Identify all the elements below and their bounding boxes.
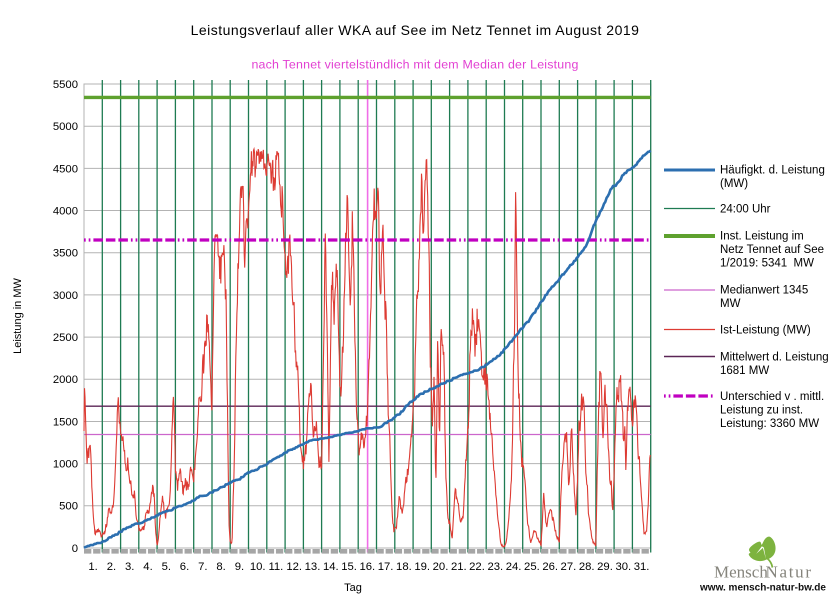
- svg-text:(MW): (MW): [720, 178, 748, 190]
- svg-text:2.: 2.: [107, 561, 116, 573]
- svg-text:Leistung: 3360 MW: Leistung: 3360 MW: [720, 418, 819, 430]
- svg-text:10.: 10.: [250, 561, 266, 573]
- svg-text:11.: 11.: [268, 561, 283, 573]
- svg-text:500: 500: [59, 501, 78, 513]
- svg-text:31.: 31.: [634, 561, 650, 573]
- svg-text:Unterschied v . mittl.: Unterschied v . mittl.: [720, 391, 824, 403]
- svg-text:MW: MW: [720, 298, 741, 310]
- svg-text:1000: 1000: [53, 459, 78, 471]
- svg-text:1.: 1.: [88, 561, 97, 573]
- svg-text:17.: 17.: [378, 561, 394, 573]
- svg-text:13.: 13.: [305, 561, 321, 573]
- svg-text:27.: 27.: [561, 561, 577, 573]
- svg-text:22.: 22.: [469, 561, 485, 573]
- svg-text:3.: 3.: [125, 561, 134, 573]
- svg-text:2000: 2000: [53, 374, 78, 386]
- svg-text:29.: 29.: [597, 561, 613, 573]
- svg-text:3500: 3500: [53, 248, 78, 260]
- svg-text:7.: 7.: [198, 561, 207, 573]
- svg-text:1681 MW: 1681 MW: [720, 365, 769, 377]
- svg-text:4.: 4.: [143, 561, 152, 573]
- svg-text:21.: 21.: [451, 561, 467, 573]
- svg-text:24.: 24.: [506, 561, 522, 573]
- svg-text:26.: 26.: [542, 561, 558, 573]
- svg-text:Leistungsverlauf aller WKA auf: Leistungsverlauf aller WKA auf See im Ne…: [191, 22, 640, 38]
- svg-text:1/2019: 5341 MW: 1/2019: 5341 MW: [720, 258, 814, 270]
- svg-text:Natur: Natur: [766, 563, 813, 582]
- svg-text:4500: 4500: [53, 163, 78, 175]
- svg-text:6.: 6.: [180, 561, 189, 573]
- svg-text:Leistung in MW: Leistung in MW: [12, 277, 24, 353]
- svg-text:5000: 5000: [53, 121, 78, 133]
- svg-text:Netz Tennet auf See: Netz Tennet auf See: [720, 244, 824, 256]
- svg-text:14.: 14.: [323, 561, 339, 573]
- svg-text:5.: 5.: [162, 561, 171, 573]
- svg-text:Ist-Leistung (MW): Ist-Leistung (MW): [720, 325, 811, 337]
- svg-text:16.: 16.: [359, 561, 375, 573]
- svg-text:Medianwert 1345: Medianwert 1345: [720, 285, 808, 297]
- svg-text:18.: 18.: [396, 561, 412, 573]
- svg-text:28.: 28.: [579, 561, 595, 573]
- svg-text:Mittelwert d. Leistung: Mittelwert d. Leistung: [720, 352, 829, 364]
- svg-text:20.: 20.: [433, 561, 449, 573]
- svg-text:9.: 9.: [235, 561, 244, 573]
- svg-text:8.: 8.: [216, 561, 225, 573]
- svg-text:Mensch: Mensch: [714, 563, 768, 582]
- svg-text:2500: 2500: [53, 332, 78, 344]
- svg-text:15.: 15.: [341, 561, 357, 573]
- svg-text:1500: 1500: [53, 416, 78, 428]
- svg-text:12.: 12.: [286, 561, 302, 573]
- svg-text:23.: 23.: [487, 561, 503, 573]
- svg-text:5500: 5500: [53, 79, 78, 91]
- svg-text:Häufigkt. d. Leistung: Häufigkt. d. Leistung: [720, 165, 825, 177]
- svg-text:30.: 30.: [615, 561, 631, 573]
- svg-text:nach Tennet viertelstündlich m: nach Tennet viertelstündlich mit dem Med…: [251, 58, 578, 72]
- svg-text:19.: 19.: [414, 561, 430, 573]
- svg-text:www. mensch-natur-bw.de: www. mensch-natur-bw.de: [699, 583, 826, 594]
- svg-text:Tag: Tag: [344, 582, 362, 594]
- svg-text:25.: 25.: [524, 561, 540, 573]
- svg-text:0: 0: [72, 543, 78, 555]
- svg-text:24:00 Uhr: 24:00 Uhr: [720, 204, 771, 216]
- svg-text:3000: 3000: [53, 290, 78, 302]
- svg-text:Leistung zu inst.: Leistung zu inst.: [720, 405, 803, 417]
- svg-text:4000: 4000: [53, 205, 78, 217]
- svg-text:Inst. Leistung im: Inst. Leistung im: [720, 231, 804, 243]
